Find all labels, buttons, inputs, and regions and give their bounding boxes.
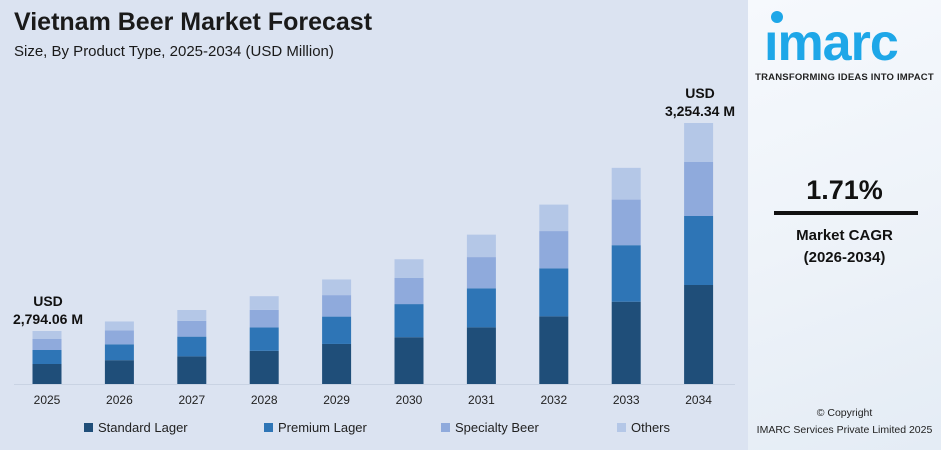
bar-segment-premium-lager-2025 <box>32 349 62 364</box>
x-tick-label: 2025 <box>34 393 61 407</box>
bar-segment-standard-lager-2028 <box>249 350 279 384</box>
bar-segment-premium-lager-2034 <box>684 216 714 285</box>
divider <box>774 211 918 215</box>
bar-segment-premium-lager-2026 <box>104 344 134 361</box>
bar-segment-others-2033 <box>611 167 641 200</box>
x-tick-label: 2033 <box>613 393 640 407</box>
x-tick-label: 2028 <box>251 393 278 407</box>
info-panel: ımarc TRANSFORMING IDEAS INTO IMPACT 1.7… <box>748 0 941 450</box>
legend-specialty-beer: Specialty Beer <box>441 420 539 435</box>
bar-segment-specialty-beer-2026 <box>104 330 134 345</box>
imarc-logo: ımarc <box>764 11 899 70</box>
x-tick-label: 2027 <box>178 393 205 407</box>
x-tick-label: 2031 <box>468 393 495 407</box>
bar-segment-standard-lager-2025 <box>32 363 62 384</box>
legend-label: Standard Lager <box>98 420 188 435</box>
bar-segment-specialty-beer-2030 <box>394 277 424 305</box>
bar-segment-others-2034 <box>684 123 714 163</box>
legend-label: Others <box>631 420 671 435</box>
bar-segment-premium-lager-2032 <box>539 268 569 317</box>
bar-segment-specialty-beer-2029 <box>322 295 352 317</box>
legend-label: Specialty Beer <box>455 420 539 435</box>
bar-segment-others-2030 <box>394 259 424 278</box>
bar-segment-specialty-beer-2033 <box>611 199 641 246</box>
bar-segment-others-2025 <box>32 331 62 339</box>
copyright-label: © Copyright <box>816 407 873 419</box>
tagline: TRANSFORMING IDEAS INTO IMPACT <box>755 72 934 83</box>
callout-2034-value: 3,254.34 M <box>664 103 736 119</box>
cagr-period: (2026-2034) <box>803 249 886 266</box>
copyright: © Copyright IMARC Services Private Limit… <box>748 405 941 439</box>
bar-segment-specialty-beer-2025 <box>32 338 62 350</box>
stacked-bar-chart: 2025 2026 2027 2028 2029 2030 2031 2032 2033 2034 <box>14 123 735 407</box>
x-tick-label: 2030 <box>396 393 423 407</box>
callout-2025-currency: USD <box>33 293 63 309</box>
x-tick-label: 2032 <box>540 393 567 407</box>
x-tick-label: 2026 <box>106 393 133 407</box>
legend-swatch <box>84 423 93 432</box>
bar-segment-specialty-beer-2027 <box>177 320 207 337</box>
legend-swatch <box>617 423 626 432</box>
bar-segment-specialty-beer-2031 <box>466 257 496 289</box>
bar-segment-specialty-beer-2034 <box>684 162 714 217</box>
legend-swatch <box>264 423 273 432</box>
cagr-label-block: Market CAGR (2026-2034) <box>748 225 941 269</box>
bar-segment-others-2028 <box>249 296 279 310</box>
legend-standard-lager: Standard Lager <box>84 420 188 435</box>
svg-text:ımarc: ımarc <box>764 14 898 70</box>
chart-subtitle: Size, By Product Type, 2025-2034 (USD Mi… <box>14 43 334 60</box>
callout-2025-value: 2,794.06 M <box>12 311 84 327</box>
cagr-value: 1.71% <box>806 175 883 205</box>
bar-segment-specialty-beer-2032 <box>539 231 569 269</box>
bar-segment-standard-lager-2026 <box>104 360 134 384</box>
copyright-company: IMARC Services Private Limited 2025 <box>756 424 933 436</box>
bar-segment-standard-lager-2027 <box>177 356 207 384</box>
x-tick-label: 2034 <box>685 393 712 407</box>
bar-segment-premium-lager-2027 <box>177 336 207 357</box>
bar-segment-premium-lager-2033 <box>611 245 641 302</box>
callout-2025: USD 2,794.06 M <box>8 292 88 328</box>
cagr-label: Market CAGR <box>796 227 893 244</box>
legend-label: Premium Lager <box>278 420 367 435</box>
bar-segment-standard-lager-2031 <box>466 327 496 384</box>
bar-segment-others-2031 <box>466 234 496 258</box>
callout-2034-currency: USD <box>685 85 715 101</box>
bar-segment-standard-lager-2032 <box>539 316 569 384</box>
x-tick-label: 2029 <box>323 393 350 407</box>
bar-segment-others-2026 <box>104 321 134 331</box>
bar-segment-others-2027 <box>177 310 207 321</box>
bar-segment-standard-lager-2029 <box>322 343 352 384</box>
bar-segment-others-2032 <box>539 204 569 232</box>
bar-segment-specialty-beer-2028 <box>249 309 279 328</box>
bar-segment-standard-lager-2030 <box>394 337 424 384</box>
bar-segment-premium-lager-2030 <box>394 304 424 338</box>
callout-2034: USD 3,254.34 M <box>658 84 742 120</box>
bar-segment-premium-lager-2031 <box>466 288 496 328</box>
bar-segment-standard-lager-2033 <box>611 301 641 384</box>
legend-premium-lager: Premium Lager <box>264 420 367 435</box>
bar-segment-premium-lager-2028 <box>249 327 279 351</box>
legend-others: Others <box>617 420 670 435</box>
chart-title: Vietnam Beer Market Forecast <box>14 8 373 36</box>
bar-segment-standard-lager-2034 <box>684 284 714 384</box>
bar-segment-premium-lager-2029 <box>322 316 352 344</box>
legend-swatch <box>441 423 450 432</box>
bar-segment-others-2029 <box>322 279 352 296</box>
